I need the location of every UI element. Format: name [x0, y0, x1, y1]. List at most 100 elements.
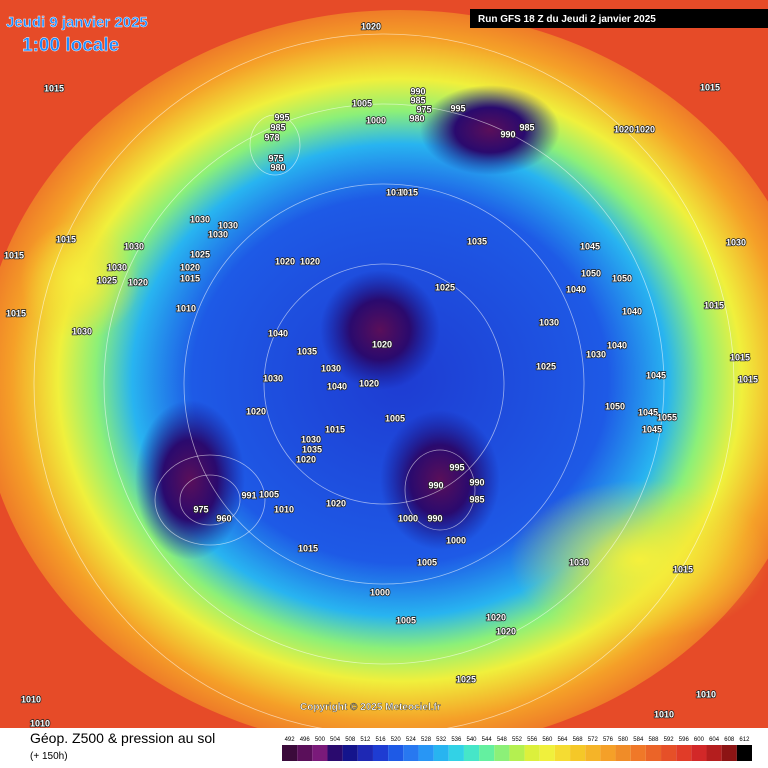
legend-label: 512: [360, 737, 371, 743]
legend-swatch: [661, 745, 677, 761]
isobar-label: 1030: [190, 214, 210, 224]
legend-label: 580: [618, 737, 629, 743]
isobar-label: 1000: [446, 535, 466, 545]
legend-swatch: [372, 745, 389, 761]
legend-swatch: [388, 745, 404, 761]
isobar-label: 990: [428, 480, 443, 490]
isobar-label: 1005: [259, 489, 279, 499]
isobar-label: 985: [270, 122, 285, 132]
isobar-label: 990: [410, 86, 425, 96]
legend-label: 556: [527, 737, 538, 743]
legend-swatch: [312, 745, 328, 761]
isobar-label: 1050: [605, 401, 625, 411]
legend: 492 496 500 504 508 512 516 520 524 528 532 536 540 5…: [282, 737, 752, 761]
legend-swatch: [691, 745, 707, 761]
isobar-label: 1035: [297, 346, 317, 356]
isobar-label: 1030: [301, 434, 321, 444]
legend-swatch: [645, 745, 662, 761]
isobar-label: 1020: [359, 378, 379, 388]
isobar-label: 1045: [646, 370, 666, 380]
isobar-label: 1025: [456, 674, 476, 684]
legend-label: 608: [724, 737, 735, 743]
isobar-label: 975: [416, 104, 431, 114]
isobar-label: 960: [216, 513, 231, 523]
legend-label: 560: [542, 737, 553, 743]
isobar-label: 1050: [581, 268, 601, 278]
legend-swatch: [630, 745, 646, 761]
isobar-label: 1055: [657, 412, 677, 422]
isobar-label: 1005: [417, 557, 437, 567]
isobar-label: 1015: [325, 424, 345, 434]
legend-swatch: [570, 745, 586, 761]
isobar-label: 1015: [4, 250, 24, 260]
isobar-label: 1020: [486, 612, 506, 622]
legend-label: 592: [664, 737, 675, 743]
legend-label: 596: [679, 737, 690, 743]
legend-swatch: [297, 745, 313, 761]
isobar-label: 990: [427, 513, 442, 523]
isobar-label: 1010: [386, 187, 406, 197]
isobar-label: 1010: [176, 303, 196, 313]
isobar-label: 1030: [218, 220, 238, 230]
legend-label: 500: [315, 737, 326, 743]
isobar-label: 985: [410, 95, 425, 105]
copyright: Copyright © 2025 Meteociel.fr: [300, 702, 441, 713]
legend-label: 532: [436, 737, 447, 743]
legend-label: 516: [376, 737, 387, 743]
isobar-label: 1015: [180, 273, 200, 283]
isobar-label: 1005: [396, 615, 416, 625]
legend-swatch: [509, 745, 525, 761]
isobar-label: 1030: [321, 363, 341, 373]
legend-swatch: [615, 745, 631, 761]
isobar-label: 1030: [72, 326, 92, 336]
isobar-label: 978: [264, 132, 279, 142]
isobar-label: 1040: [622, 306, 642, 316]
legend-swatch: [494, 745, 510, 761]
legend-label: 600: [694, 737, 705, 743]
legend-label: 508: [345, 737, 356, 743]
isobar-label: 1015: [298, 543, 318, 553]
isobar-label: 1025: [435, 282, 455, 292]
isobar-label: 995: [274, 112, 289, 122]
isobar-label: 1005: [352, 98, 372, 108]
legend-swatch: [403, 745, 419, 761]
isobar-label: 1040: [268, 328, 288, 338]
isobar-label: 1010: [274, 504, 294, 514]
isobar-label: 1015: [44, 83, 64, 93]
isobar-label: 1030: [586, 349, 606, 359]
isobar-label: 1015: [738, 374, 758, 384]
run-info: Run GFS 18 Z du Jeudi 2 janvier 2025: [478, 14, 656, 25]
isobar-label: 991: [241, 490, 256, 500]
isobar-label: 985: [469, 494, 484, 504]
legend-label: 496: [300, 737, 311, 743]
legend-label: 564: [557, 737, 568, 743]
legend-label: 528: [421, 737, 432, 743]
isobar-label: 1020: [246, 406, 266, 416]
isobar-label: 1030: [208, 229, 228, 239]
isobar-label: 1020: [128, 277, 148, 287]
legend-label: 576: [603, 737, 614, 743]
isobar-label: 1025: [97, 275, 117, 285]
isobar-label: 1020: [361, 21, 381, 31]
date: Jeudi 9 janvier 2025: [6, 14, 148, 31]
isobar-label: 1030: [263, 373, 283, 383]
isobar-label: 1030: [107, 262, 127, 272]
legend-label: 588: [648, 737, 659, 743]
legend-label: 492: [285, 737, 296, 743]
isobar-label: 1005: [385, 413, 405, 423]
isobar-label: 975: [268, 153, 283, 163]
isobar-label: 980: [270, 162, 285, 172]
isobar-label: 1040: [566, 284, 586, 294]
legend-swatch: [342, 745, 358, 761]
legend-label: 524: [406, 737, 417, 743]
legend-swatch: [554, 745, 571, 761]
legend-swatch: [433, 745, 449, 761]
isobar-label: 980: [409, 113, 424, 123]
legend-label: 612: [739, 737, 750, 743]
legend-swatch: [327, 745, 343, 761]
isobar-label: 1020: [496, 626, 516, 636]
legend-swatch: [282, 745, 298, 761]
